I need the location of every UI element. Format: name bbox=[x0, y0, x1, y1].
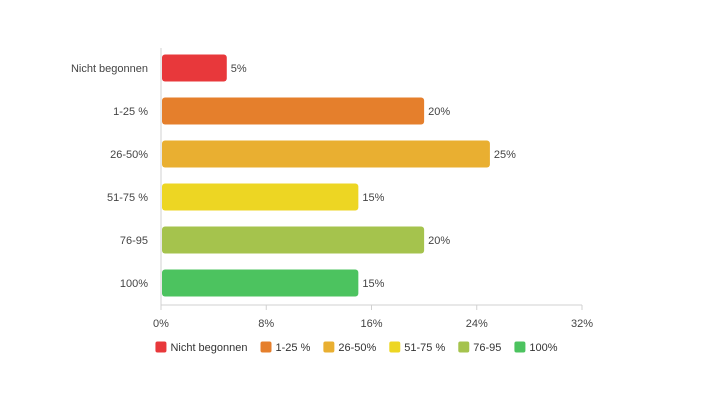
data-label: 20% bbox=[428, 235, 450, 247]
data-label: 20% bbox=[428, 106, 450, 118]
legend-label: Nicht begonnen bbox=[170, 342, 247, 354]
bar[interactable] bbox=[162, 226, 425, 254]
bar[interactable] bbox=[162, 269, 359, 297]
legend-swatch bbox=[389, 341, 401, 353]
legend-item[interactable]: 1-25 % bbox=[260, 341, 311, 355]
legend-item[interactable]: 51-75 % bbox=[389, 341, 445, 355]
legend-swatch bbox=[323, 341, 335, 353]
legend-swatch bbox=[458, 341, 470, 353]
bar[interactable] bbox=[162, 54, 227, 82]
legend: Nicht begonnen 1-25 % 26-50% 51-75 % 76-95 10… bbox=[155, 341, 558, 355]
legend-swatch bbox=[260, 341, 272, 353]
bar[interactable] bbox=[162, 183, 359, 211]
category-label: 1-25 % bbox=[113, 106, 148, 118]
category-label: 100% bbox=[120, 278, 148, 290]
x-tick-label: 0% bbox=[153, 318, 169, 330]
category-label: 76-95 bbox=[120, 235, 148, 247]
legend-label: 1-25 % bbox=[276, 342, 311, 354]
x-tick-label: 16% bbox=[360, 318, 382, 330]
legend-label: 100% bbox=[529, 342, 557, 354]
legend-item[interactable]: Nicht begonnen bbox=[155, 341, 248, 355]
legend-label: 26-50% bbox=[338, 342, 376, 354]
x-tick-label: 24% bbox=[466, 318, 488, 330]
legend-item[interactable]: 26-50% bbox=[323, 341, 377, 355]
category-label: Nicht begonnen bbox=[71, 63, 148, 75]
category-label: 26-50% bbox=[110, 149, 148, 161]
legend-item[interactable]: 100% bbox=[514, 341, 558, 355]
data-label: 15% bbox=[362, 278, 384, 290]
bar[interactable] bbox=[162, 140, 490, 168]
bar[interactable] bbox=[162, 97, 425, 125]
data-label: 5% bbox=[231, 63, 247, 75]
legend-swatch bbox=[155, 341, 167, 353]
data-label: 25% bbox=[494, 149, 516, 161]
data-label: 15% bbox=[362, 192, 384, 204]
x-tick-label: 8% bbox=[258, 318, 274, 330]
legend-item[interactable]: 76-95 bbox=[458, 341, 501, 355]
legend-swatch bbox=[514, 341, 526, 353]
category-label: 51-75 % bbox=[107, 192, 148, 204]
legend-label: 76-95 bbox=[473, 342, 501, 354]
legend-label: 51-75 % bbox=[404, 342, 445, 354]
x-tick-label: 32% bbox=[571, 318, 593, 330]
